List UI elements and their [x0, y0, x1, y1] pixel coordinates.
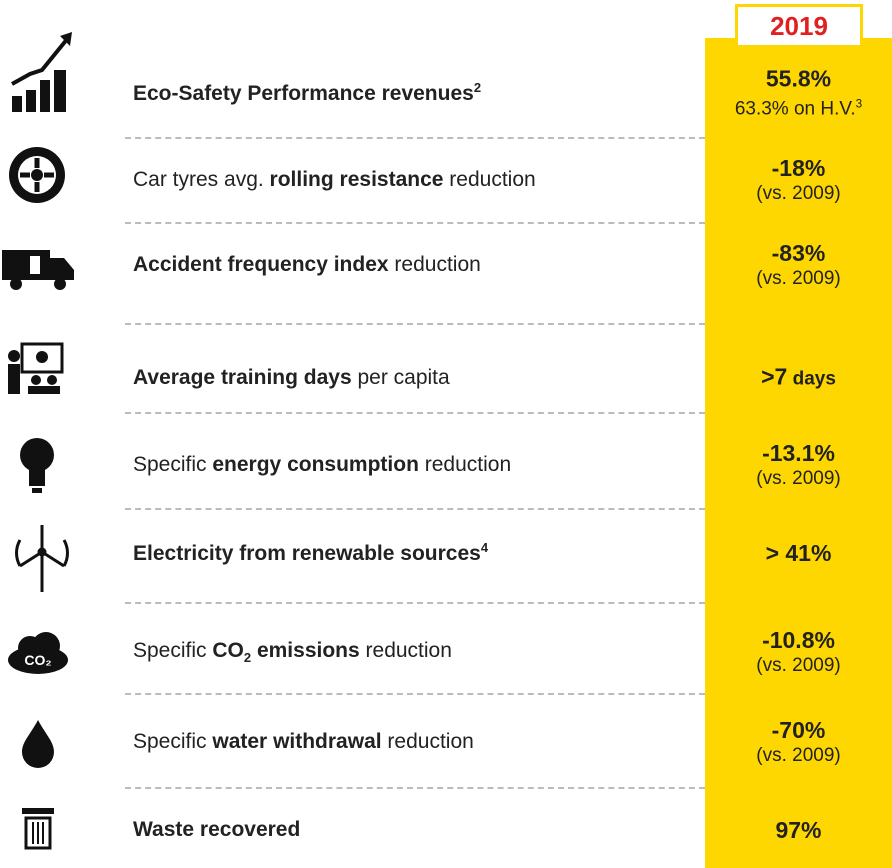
- row-value: -70% (vs. 2009): [705, 716, 892, 768]
- separator: [125, 323, 705, 325]
- text-part: rolling resistance: [269, 168, 444, 191]
- text-part: 3: [855, 97, 863, 111]
- icon-bulb: [20, 438, 54, 493]
- text-part: Accident frequency index: [133, 253, 389, 276]
- text-part: -70%: [771, 717, 826, 743]
- separator: [125, 693, 705, 695]
- value-note: (vs. 2009): [705, 467, 892, 491]
- text-part: Electricity from renewable sources: [133, 542, 481, 565]
- text-part: -10.8%: [762, 627, 835, 653]
- text-part: Average training days: [133, 366, 352, 389]
- row-value: >7 days: [705, 363, 892, 394]
- text-part: days: [787, 368, 836, 390]
- separator: [125, 222, 705, 224]
- text-part: 55.8%: [765, 65, 832, 92]
- icon-turbine: [15, 525, 69, 592]
- row-label: Waste recovered: [133, 818, 300, 842]
- value-main: -18%: [705, 154, 892, 182]
- text-part: Specific: [133, 453, 213, 476]
- text-part: (vs. 2009): [756, 468, 841, 489]
- value-note: (vs. 2009): [705, 654, 892, 678]
- value-note: (vs. 2009): [705, 744, 892, 768]
- text-part: (vs. 2009): [756, 655, 841, 676]
- row-label: Specific water withdrawal reduction: [133, 730, 474, 754]
- text-part: 97%: [775, 817, 822, 843]
- row-value: > 41%: [705, 539, 892, 567]
- value-main: -13.1%: [705, 439, 892, 467]
- text-part: reduction: [388, 253, 481, 276]
- text-part: 2: [473, 80, 482, 95]
- separator: [125, 137, 705, 139]
- text-part: Specific: [133, 638, 213, 662]
- icon-ambulance: [2, 250, 74, 290]
- icon-growth: [11, 32, 72, 112]
- text-part: per capita: [351, 366, 450, 389]
- value-main: 97%: [705, 816, 892, 844]
- separator: [125, 602, 705, 604]
- value-note: 63.3% on H.V.3: [705, 92, 892, 121]
- icons: CO₂: [2, 32, 74, 850]
- text-part: -13.1%: [762, 440, 835, 466]
- row-value: -83% (vs. 2009): [705, 239, 892, 291]
- text-part: > 41%: [765, 540, 832, 566]
- text-part: reduction: [443, 168, 536, 191]
- svg-text:CO₂: CO₂: [24, 652, 51, 668]
- row-value: 97%: [705, 816, 892, 844]
- text-part: -18%: [771, 155, 826, 181]
- text-part: Eco-Safety Performance revenues: [133, 82, 474, 105]
- icon-drop: [22, 720, 54, 768]
- text-part: Specific: [133, 730, 213, 753]
- row-label: Electricity from renewable sources4: [133, 540, 488, 566]
- text-part: >7: [761, 363, 788, 390]
- text-part: reduction: [359, 638, 452, 662]
- text-part: (vs. 2009): [756, 268, 841, 289]
- text-part: water withdrawal: [212, 730, 382, 753]
- text-part: emissions: [251, 638, 360, 662]
- text-part: Car tyres avg.: [133, 168, 270, 191]
- row-label: Car tyres avg. rolling resistance reduct…: [133, 168, 536, 192]
- row-value: -13.1% (vs. 2009): [705, 439, 892, 491]
- text-part: Waste recovered: [133, 818, 301, 841]
- value-main: >7 days: [705, 363, 892, 394]
- value-main: -70%: [705, 716, 892, 744]
- row-value: -18% (vs. 2009): [705, 154, 892, 206]
- icon-tyre: [9, 147, 65, 203]
- text-part: 63.3% on H.V.: [734, 98, 856, 120]
- value-main: 55.8%: [705, 64, 892, 92]
- value-main: > 41%: [705, 539, 892, 567]
- text-part: CO: [212, 638, 244, 662]
- separator: [125, 508, 705, 510]
- value-main: -10.8%: [705, 626, 892, 654]
- text-part: 2: [243, 650, 252, 666]
- value-note: (vs. 2009): [705, 182, 892, 206]
- value-main: -83%: [705, 239, 892, 267]
- row-label: Eco-Safety Performance revenues2: [133, 80, 481, 106]
- text-part: (vs. 2009): [756, 183, 841, 204]
- highlight-column: [705, 38, 892, 868]
- text-part: energy consumption: [212, 453, 419, 476]
- separator: [125, 412, 705, 414]
- row-label: Average training days per capita: [133, 366, 450, 390]
- separator: [125, 787, 705, 789]
- icon-training: [8, 342, 64, 394]
- icon-cloud: CO₂: [8, 632, 68, 674]
- row-label: Accident frequency index reduction: [133, 253, 481, 277]
- text-part: reduction: [381, 730, 474, 753]
- row-value: 55.8% 63.3% on H.V.3: [705, 64, 892, 121]
- text-part: 4: [480, 540, 489, 555]
- icon-bin: [22, 808, 54, 850]
- year-header: 2019: [735, 4, 863, 48]
- row-value: -10.8% (vs. 2009): [705, 626, 892, 678]
- text-part: reduction: [418, 453, 512, 476]
- text-part: -83%: [771, 240, 826, 266]
- row-label: Specific energy consumption reduction: [133, 453, 511, 477]
- row-label: Specific CO2 emissions reduction: [133, 639, 452, 665]
- value-note: (vs. 2009): [705, 267, 892, 291]
- text-part: (vs. 2009): [756, 745, 841, 766]
